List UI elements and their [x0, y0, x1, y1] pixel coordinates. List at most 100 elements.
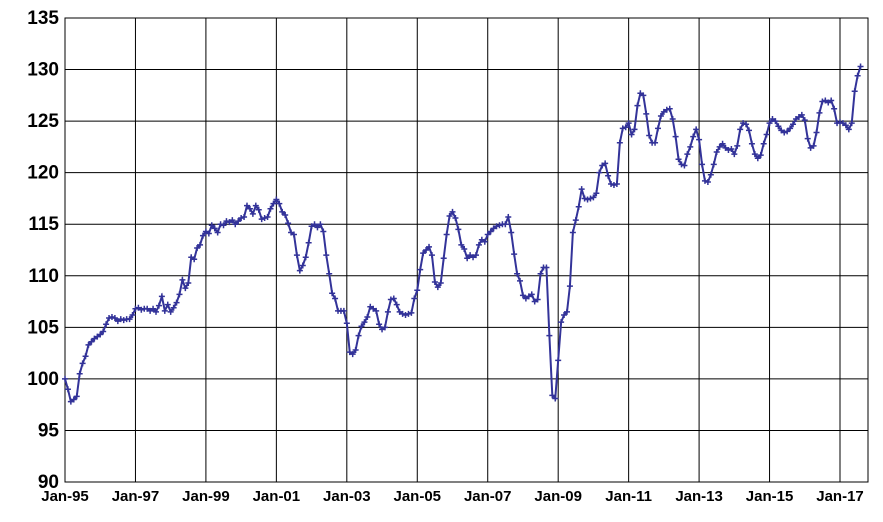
data-point	[358, 323, 365, 330]
data-point	[837, 119, 843, 126]
x-tick-label: Jan-15	[746, 488, 794, 505]
data-point	[197, 241, 204, 248]
data-point	[845, 126, 852, 133]
data-point	[273, 196, 280, 203]
data-point	[801, 117, 808, 124]
data-point	[431, 278, 438, 285]
data-point	[734, 142, 741, 149]
y-tick-label: 100	[27, 369, 59, 390]
data-point	[484, 231, 491, 238]
data-point	[182, 285, 189, 292]
data-point	[631, 126, 638, 133]
data-point	[126, 316, 133, 323]
data-point	[819, 98, 826, 105]
data-point	[249, 210, 256, 217]
data-point	[176, 291, 183, 298]
data-point	[270, 200, 277, 207]
data-point	[713, 149, 720, 156]
data-point	[211, 225, 218, 232]
data-point	[150, 305, 157, 312]
data-point	[563, 308, 570, 315]
data-point	[399, 310, 406, 317]
data-point	[760, 140, 767, 147]
data-point	[267, 205, 274, 212]
data-point	[772, 118, 779, 125]
data-point	[569, 229, 576, 236]
data-point	[167, 308, 174, 315]
data-point	[754, 155, 761, 162]
data-point	[828, 97, 835, 104]
data-point	[223, 218, 230, 225]
data-point	[311, 221, 318, 228]
data-point	[572, 217, 579, 224]
data-point	[120, 317, 127, 324]
data-point	[62, 375, 68, 382]
data-point	[282, 211, 289, 218]
data-point	[748, 140, 755, 147]
data-point	[710, 161, 717, 168]
data-point	[737, 126, 744, 133]
data-point	[687, 143, 694, 150]
data-point	[816, 109, 823, 116]
data-point	[132, 305, 139, 312]
data-point	[619, 125, 626, 132]
data-point	[596, 169, 603, 176]
data-point	[763, 131, 770, 138]
data-point	[775, 123, 782, 130]
data-point	[423, 247, 430, 253]
data-point	[264, 214, 271, 221]
data-point	[426, 243, 433, 250]
y-tick-label: 120	[27, 163, 59, 184]
data-point	[566, 283, 573, 290]
data-point	[790, 121, 797, 128]
data-point	[646, 132, 653, 139]
y-tick-label: 110	[28, 266, 59, 287]
data-point	[417, 266, 424, 273]
data-point	[79, 360, 86, 367]
data-point	[757, 152, 764, 159]
data-point	[205, 230, 212, 237]
plot-area	[64, 17, 869, 483]
x-tick-label: Jan-97	[112, 488, 160, 505]
data-point	[449, 208, 456, 215]
data-point	[326, 270, 333, 277]
data-point	[285, 220, 292, 227]
y-tick-label: 130	[27, 60, 59, 81]
data-point	[179, 276, 186, 283]
data-point	[751, 151, 758, 158]
data-point	[481, 238, 488, 245]
data-point	[111, 315, 118, 322]
data-point	[349, 351, 356, 358]
y-tick-label: 125	[27, 111, 59, 132]
data-point	[402, 311, 409, 318]
data-point	[487, 228, 494, 235]
data-point	[302, 254, 309, 261]
data-point	[158, 293, 165, 300]
data-point	[716, 143, 723, 150]
data-point	[745, 127, 752, 134]
data-point	[608, 181, 615, 188]
data-point	[185, 279, 192, 286]
data-point	[164, 301, 171, 308]
y-tick-label: 105	[27, 317, 59, 338]
data-point	[258, 216, 265, 223]
data-point	[290, 231, 297, 238]
data-point	[252, 202, 259, 209]
data-point	[153, 308, 160, 315]
data-point	[355, 332, 362, 339]
data-point	[696, 136, 703, 143]
x-tick-label: Jan-01	[253, 488, 301, 505]
data-point	[684, 151, 691, 158]
y-tick-label: 95	[38, 420, 60, 441]
data-point	[320, 228, 327, 235]
data-point	[329, 290, 336, 297]
data-point	[194, 244, 201, 251]
data-point	[602, 160, 609, 167]
data-point	[517, 277, 524, 284]
data-point	[220, 222, 227, 229]
data-point	[848, 120, 855, 127]
data-point	[129, 311, 136, 318]
data-point	[514, 270, 521, 277]
data-point	[229, 217, 236, 224]
data-point	[699, 161, 706, 168]
